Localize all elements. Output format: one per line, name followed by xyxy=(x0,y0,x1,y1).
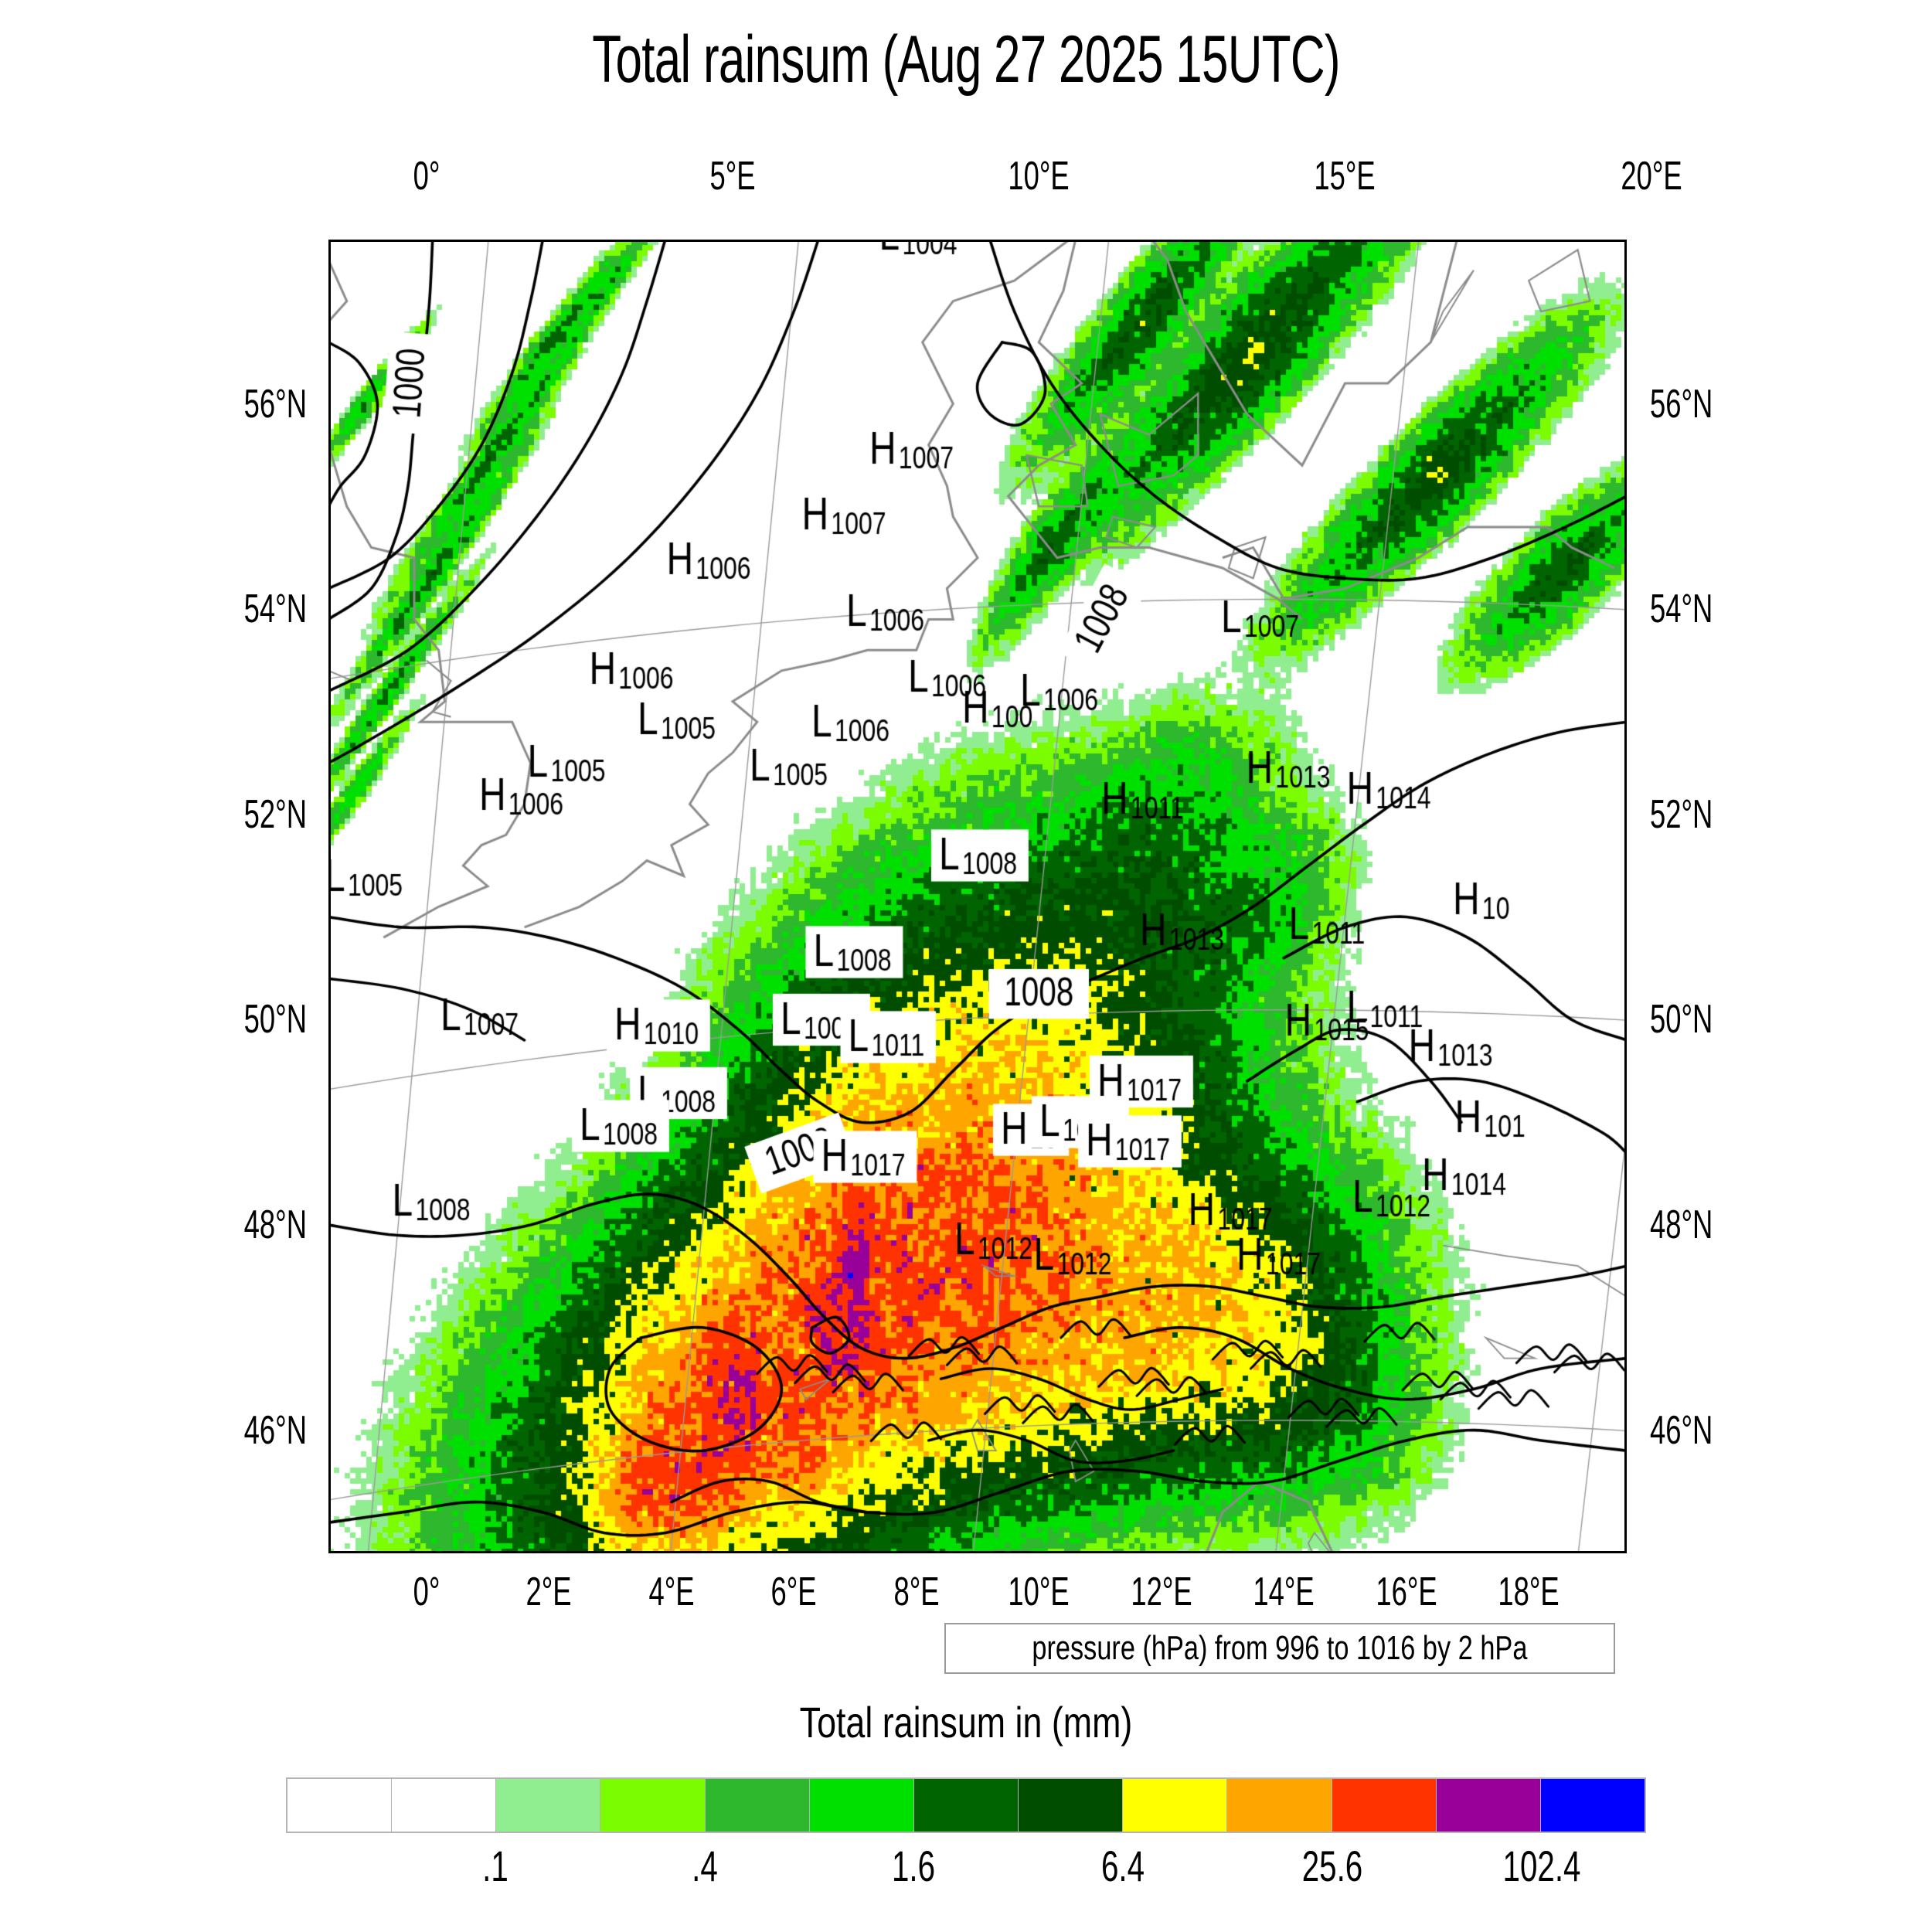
pressure-legend-box: pressure (hPa) from 996 to 1016 by 2 hPa xyxy=(944,1623,1615,1674)
colorbar-cell-12 xyxy=(1540,1779,1645,1832)
axis-right-tick-5: 46°N xyxy=(1650,1407,1713,1453)
axis-top-tick-2: 10°E xyxy=(1008,154,1070,199)
colorbar-cell-10 xyxy=(1332,1779,1437,1832)
colorbar-cell-1 xyxy=(392,1779,497,1832)
colorbar-title: Total rainsum in (mm) xyxy=(799,1698,1133,1747)
colorbar[interactable] xyxy=(286,1777,1646,1833)
colorbar-tick-1: .4 xyxy=(691,1842,718,1890)
axis-right-tick-4: 48°N xyxy=(1650,1202,1713,1247)
colorbar-tick-4: 25.6 xyxy=(1301,1842,1363,1890)
axis-right-tick-3: 50°N xyxy=(1650,997,1713,1043)
axis-top-tick-0: 0° xyxy=(413,154,440,199)
colorbar-cell-7 xyxy=(1019,1779,1124,1832)
axis-left-tick-2: 52°N xyxy=(243,791,307,837)
colorbar-cell-3 xyxy=(600,1779,706,1832)
axis-bottom-tick-2: 4°E xyxy=(648,1570,695,1614)
pressure-legend-text: pressure (hPa) from 996 to 1016 by 2 hPa xyxy=(1032,1629,1528,1667)
axis-left-tick-5: 46°N xyxy=(243,1407,307,1453)
colorbar-tick-5: 102.4 xyxy=(1502,1842,1581,1890)
axis-left-tick-3: 50°N xyxy=(243,997,307,1043)
axis-right-tick-2: 52°N xyxy=(1650,791,1713,837)
axis-left-tick-4: 48°N xyxy=(243,1202,307,1247)
axis-right-tick-1: 54°N xyxy=(1650,587,1713,632)
page-title: Total rainsum (Aug 27 2025 15UTC) xyxy=(592,22,1340,97)
colorbar-cell-11 xyxy=(1436,1779,1541,1832)
axis-bottom-tick-1: 2°E xyxy=(526,1570,572,1614)
colorbar-tick-0: .1 xyxy=(481,1842,509,1890)
colorbar-tick-labels: .1 .4 1.6 6.4 25.6 102.4 xyxy=(286,1841,1646,1910)
axis-bottom-tick-4: 8°E xyxy=(893,1570,940,1614)
axis-bottom-tick-6: 12°E xyxy=(1131,1570,1192,1614)
axis-left-tick-1: 54°N xyxy=(243,587,307,632)
axis-bottom-tick-0: 0° xyxy=(413,1570,440,1614)
axis-top-tick-3: 15°E xyxy=(1314,154,1376,199)
colorbar-cell-0 xyxy=(287,1779,393,1832)
axis-top-tick-4: 20°E xyxy=(1621,154,1682,199)
axis-bottom-tick-5: 10°E xyxy=(1008,1570,1070,1614)
axis-left-tick-0: 56°N xyxy=(243,381,307,427)
colorbar-cell-6 xyxy=(913,1779,1019,1832)
axis-bottom-tick-7: 14°E xyxy=(1253,1570,1315,1614)
map-canvas[interactable] xyxy=(328,240,1627,1553)
colorbar-cell-4 xyxy=(705,1779,810,1832)
axis-bottom-tick-8: 16°E xyxy=(1376,1570,1437,1614)
axis-bottom-tick-9: 18°E xyxy=(1498,1570,1560,1614)
axis-top-tick-1: 5°E xyxy=(709,154,756,199)
colorbar-cell-9 xyxy=(1227,1779,1332,1832)
axis-right-tick-0: 56°N xyxy=(1650,381,1713,427)
colorbar-cell-2 xyxy=(496,1779,601,1832)
colorbar-cell-8 xyxy=(1123,1779,1228,1832)
colorbar-tick-2: 1.6 xyxy=(892,1842,936,1890)
colorbar-cell-5 xyxy=(809,1779,914,1832)
weather-map[interactable] xyxy=(328,240,1627,1553)
axis-bottom-tick-3: 6°E xyxy=(770,1570,817,1614)
colorbar-tick-3: 6.4 xyxy=(1101,1842,1145,1890)
